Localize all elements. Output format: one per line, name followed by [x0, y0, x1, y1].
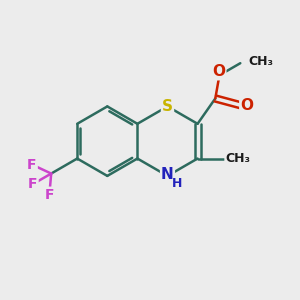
Text: S: S [162, 99, 173, 114]
Text: CH₃: CH₃ [225, 152, 250, 165]
Text: F: F [45, 188, 54, 202]
Text: O: O [240, 98, 253, 113]
Text: CH₃: CH₃ [249, 55, 274, 68]
Text: F: F [27, 158, 37, 172]
Text: N: N [161, 167, 174, 182]
Text: H: H [172, 177, 182, 190]
Text: O: O [212, 64, 225, 79]
Text: F: F [28, 177, 38, 191]
